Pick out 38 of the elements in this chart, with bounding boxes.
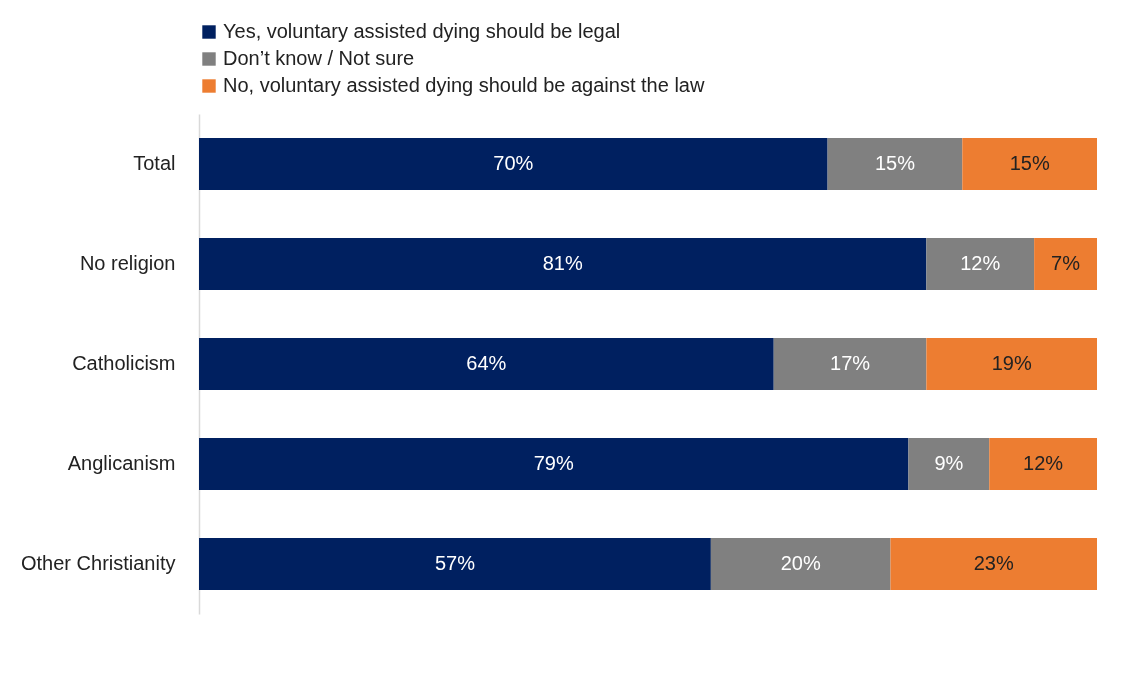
data-label: 19% [991,352,1032,374]
y-tick-label: Other Christianity [21,552,176,574]
data-label: 17% [830,352,871,374]
bar [199,238,927,290]
bar [199,438,909,490]
data-label: 81% [542,252,583,274]
data-label: 23% [973,552,1014,574]
y-tick-label: Total [133,152,176,174]
data-label: 15% [874,152,916,174]
legend-label: Don’t know / Not sure [223,47,415,69]
data-label: 20% [780,552,821,574]
bar [890,538,1097,590]
bar [199,138,828,190]
bar [710,538,891,590]
bar [773,338,927,390]
data-label: 79% [533,452,574,474]
bar [199,338,774,390]
bar [908,438,990,490]
legend-label: Yes, voluntary assisted dying should be legal [223,20,621,42]
bar [827,138,963,190]
y-tick-label: Anglicanism [67,452,176,474]
bar [1034,238,1097,290]
y-tick-label: No religion [79,252,176,274]
legend-label: No, voluntary assisted dying should be against the law [223,74,705,96]
data-label: 15% [1009,152,1050,174]
data-label: 64% [466,352,507,374]
data-label: 70% [493,152,534,174]
bar [926,338,1097,390]
bar [199,538,711,590]
bar [962,138,1097,190]
y-tick-label: Catholicism [72,352,176,374]
data-label: 7% [1051,252,1081,274]
data-label: 57% [434,552,476,574]
bar [989,438,1097,490]
bar [926,238,1035,290]
data-label: 9% [934,452,964,474]
data-label: 12% [960,252,1001,274]
data-label: 12% [1023,452,1064,474]
